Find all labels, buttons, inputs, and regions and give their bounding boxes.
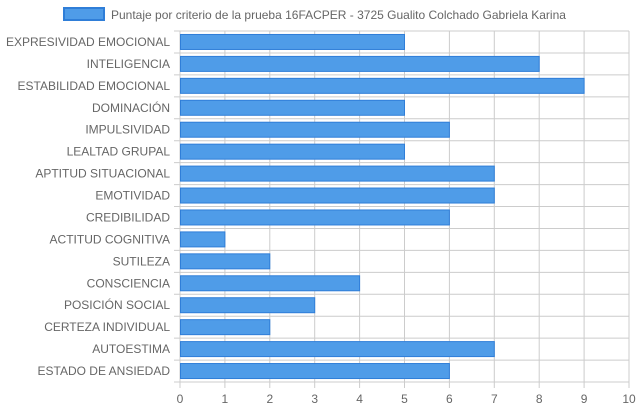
category-label: AUTOESTIMA — [92, 342, 170, 356]
category-label: EMOTIVIDAD — [95, 189, 170, 203]
bar[interactable] — [180, 143, 405, 160]
bar[interactable] — [180, 253, 271, 270]
bar[interactable] — [180, 297, 316, 314]
x-tick-label: 9 — [581, 392, 588, 406]
bar[interactable] — [180, 55, 540, 72]
legend[interactable]: Puntaje por criterio de la prueba 16FACP… — [63, 7, 566, 22]
bar[interactable] — [180, 121, 450, 138]
x-tick-label: 8 — [536, 392, 543, 406]
bar[interactable] — [180, 165, 495, 182]
category-label: IMPULSIVIDAD — [85, 123, 170, 137]
bars — [180, 33, 585, 380]
bar[interactable] — [180, 187, 495, 204]
x-tick-label: 1 — [222, 392, 229, 406]
category-label: ACTITUD COGNITIVA — [50, 232, 170, 246]
bar[interactable] — [180, 363, 450, 380]
x-tick-label: 10 — [622, 392, 636, 406]
category-labels: EXPRESIVIDAD EMOCIONAL INTELIGENCIA ESTABI… — [6, 35, 170, 378]
bar[interactable] — [180, 319, 271, 336]
bar[interactable] — [180, 231, 226, 248]
category-label: CONSCIENCIA — [87, 276, 170, 290]
legend-swatch — [63, 7, 105, 21]
category-label: ESTABILIDAD EMOCIONAL — [18, 79, 171, 93]
bar[interactable] — [180, 209, 450, 226]
category-label: LEALTAD GRUPAL — [67, 145, 171, 159]
x-tick-label: 4 — [356, 392, 363, 406]
bar[interactable] — [180, 99, 405, 116]
bar[interactable] — [180, 77, 585, 94]
bar[interactable] — [180, 33, 405, 50]
category-label: DOMINACIÓN — [92, 100, 170, 115]
category-label: CERTEZA INDIVIDUAL — [44, 320, 170, 334]
category-label: EXPRESIVIDAD EMOCIONAL — [6, 35, 170, 49]
x-axis-tick-labels: 0 1 2 3 4 5 6 7 8 9 10 — [177, 392, 636, 406]
x-tick-label: 7 — [491, 392, 498, 406]
category-label: POSICIÓN SOCIAL — [64, 297, 170, 312]
category-label: INTELIGENCIA — [87, 57, 170, 71]
bar[interactable] — [180, 341, 495, 358]
bar[interactable] — [180, 275, 361, 292]
x-tick-label: 3 — [311, 392, 318, 406]
legend-label: Puntaje por criterio de la prueba 16FACP… — [111, 8, 566, 22]
x-tick-label: 0 — [177, 392, 184, 406]
x-tick-label: 2 — [266, 392, 273, 406]
category-label: CREDIBILIDAD — [86, 210, 170, 224]
category-label: SUTILEZA — [113, 254, 170, 268]
x-tick-label: 6 — [446, 392, 453, 406]
category-label: ESTADO DE ANSIEDAD — [38, 364, 171, 378]
x-tick-label: 5 — [401, 392, 408, 406]
category-label: APTITUD SITUACIONAL — [35, 167, 170, 181]
